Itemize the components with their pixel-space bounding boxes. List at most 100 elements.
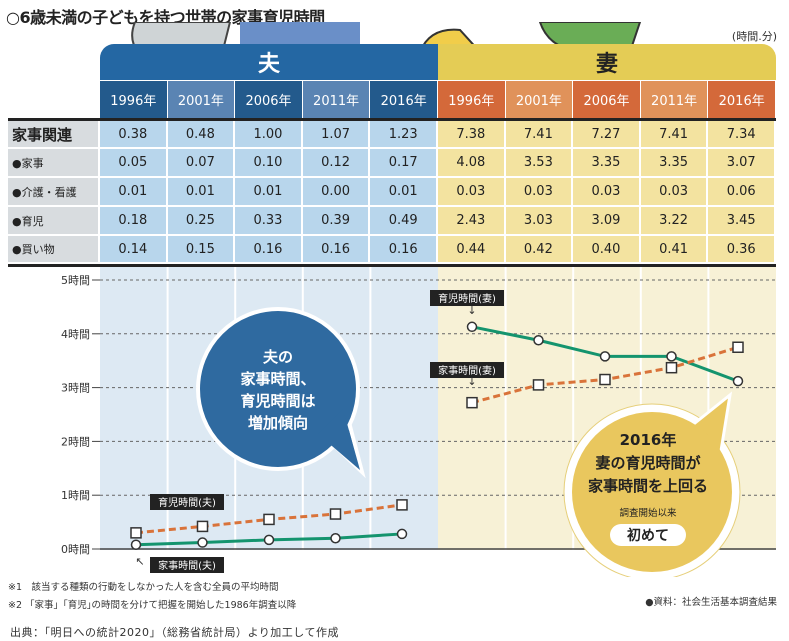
footnote-1: ※1 該当する種類の行動をしなかった人を含む全員の平均時間 xyxy=(8,582,279,593)
y-tick-label: 2時間 xyxy=(61,435,90,448)
husband-cell: 0.10 xyxy=(235,149,303,178)
wife-year-header: 1996年 xyxy=(438,81,506,118)
husband-cell: 0.39 xyxy=(302,207,371,236)
wife-bubble-small: 調査開始以来 xyxy=(619,507,677,519)
wife-cell: 0.40 xyxy=(573,236,641,264)
husband-cell: 1.23 xyxy=(370,121,438,149)
data-point-circle xyxy=(732,375,744,387)
wife-bubble-year: 2016年 xyxy=(620,431,677,449)
wife-cell: 7.27 xyxy=(573,121,641,149)
data-point-circle xyxy=(466,321,478,333)
data-point-circle xyxy=(330,532,341,544)
husband-cell: 0.00 xyxy=(302,178,371,207)
footnote-2: ※2 「家事」｢育児｣の時間を分けて把握を開始した1986年調査以降 xyxy=(8,600,297,611)
wife-cell: 0.06 xyxy=(708,178,776,207)
data-point-square xyxy=(396,499,408,511)
wife-year-header: 2001年 xyxy=(505,81,574,118)
series-label-box xyxy=(430,290,504,306)
wife-cell: 0.41 xyxy=(640,236,709,264)
husband-cell: 0.01 xyxy=(370,178,438,207)
arrow-icon: ↖ xyxy=(135,555,144,568)
credit-line: 出典：「明日への統計2020」（総務省統計局）より加工して作成 xyxy=(10,626,339,639)
data-point-square xyxy=(599,373,611,386)
y-tick-label: 4時間 xyxy=(61,328,90,341)
wife-cell: 4.08 xyxy=(438,149,506,178)
series-label: 育児時間(夫) xyxy=(158,496,216,509)
data-point-square xyxy=(732,341,744,353)
wife-bubble-line2: 家事時間を上回る xyxy=(588,477,708,495)
wife-cell: 3.09 xyxy=(573,207,641,236)
series-label-box xyxy=(150,557,224,573)
arrow-icon: ↓ xyxy=(467,375,476,388)
husband-cell: 0.05 xyxy=(100,149,168,178)
data-point-circle xyxy=(599,351,611,362)
data-point-square xyxy=(329,508,342,520)
husband-cell: 0.15 xyxy=(167,236,236,264)
data-point-circle xyxy=(130,539,142,550)
husband-cell: 0.07 xyxy=(167,149,236,178)
husband-cell: 0.01 xyxy=(167,178,236,207)
husband-cell: 0.25 xyxy=(167,207,236,236)
wife-cell: 7.41 xyxy=(505,121,574,149)
series-label-box xyxy=(430,362,504,378)
data-source: ●資料：社会生活基本調査結果 xyxy=(645,597,777,608)
husband-cell: 0.18 xyxy=(100,207,168,236)
data-point-square xyxy=(130,527,142,539)
wife-cell: 3.35 xyxy=(573,149,641,178)
husband-cell: 0.17 xyxy=(370,149,438,178)
wife-cell: 3.45 xyxy=(708,207,776,236)
y-tick-label: 3時間 xyxy=(61,382,90,395)
series-label-box xyxy=(150,494,224,510)
data-point-square xyxy=(263,513,275,526)
husband-cell: 0.14 xyxy=(100,236,168,264)
husband-cell: 1.00 xyxy=(235,121,303,149)
unit-label: (時間.分) xyxy=(731,30,777,43)
y-tick-label: 0時間 xyxy=(61,543,90,556)
husband-bubble-text: 家事時間、 xyxy=(240,370,315,388)
y-tick-label: 5時間 xyxy=(61,274,90,287)
data-point-square xyxy=(532,379,545,391)
series-label: 育児時間(妻) xyxy=(438,292,496,305)
wife-cell: 7.38 xyxy=(438,121,506,149)
data-point-circle xyxy=(666,351,677,362)
wife-cell: 2.43 xyxy=(438,207,506,236)
wife-cell: 0.03 xyxy=(573,178,641,207)
husband-bubble xyxy=(196,307,360,471)
table-top-rule xyxy=(8,118,776,121)
wife-bubble-badge xyxy=(610,524,686,546)
series-label: 家事時間(夫) xyxy=(158,559,216,572)
husband-cell: 0.16 xyxy=(235,236,303,264)
husband-cell: 1.07 xyxy=(302,121,371,149)
husband-bubble-text: 育児時間は xyxy=(240,392,315,410)
table-bottom-rule xyxy=(8,264,776,267)
wife-year-header: 2006年 xyxy=(573,81,641,118)
wife-bubble-badge-text: 初めて xyxy=(627,527,669,544)
wife-cell: 3.07 xyxy=(708,149,776,178)
husband-year-header: 1996年 xyxy=(100,81,168,118)
y-tick-label: 1時間 xyxy=(61,489,90,502)
husband-cell: 0.16 xyxy=(302,236,371,264)
wife-cell: 3.53 xyxy=(505,149,574,178)
wife-bubble-line1: 妻の育児時間が xyxy=(595,454,701,472)
husband-year-header: 2011年 xyxy=(302,81,371,118)
wife-cell: 0.03 xyxy=(640,178,709,207)
husband-cell: 0.16 xyxy=(370,236,438,264)
wife-cell: 0.42 xyxy=(505,236,574,264)
husband-cell: 0.33 xyxy=(235,207,303,236)
wife-cell: 3.22 xyxy=(640,207,709,236)
row-label: ●介護・看護 xyxy=(8,178,100,207)
husband-year-header: 2006年 xyxy=(235,81,303,118)
data-point-circle xyxy=(263,534,275,546)
wife-cell: 3.03 xyxy=(505,207,574,236)
wife-year-header: 2011年 xyxy=(640,81,709,118)
data-point-square xyxy=(466,396,478,409)
husband-cell: 0.38 xyxy=(100,121,168,149)
husband-bubble-text: 増加傾向 xyxy=(248,414,308,432)
wife-cell: 0.36 xyxy=(708,236,776,264)
husband-bubble-tail-fill xyxy=(318,409,360,470)
husband-cell: 0.49 xyxy=(370,207,438,236)
row-label: ●家事 xyxy=(8,149,100,178)
husband-bubble-text: 夫の xyxy=(263,348,293,366)
row-label: ●育児 xyxy=(8,207,100,236)
